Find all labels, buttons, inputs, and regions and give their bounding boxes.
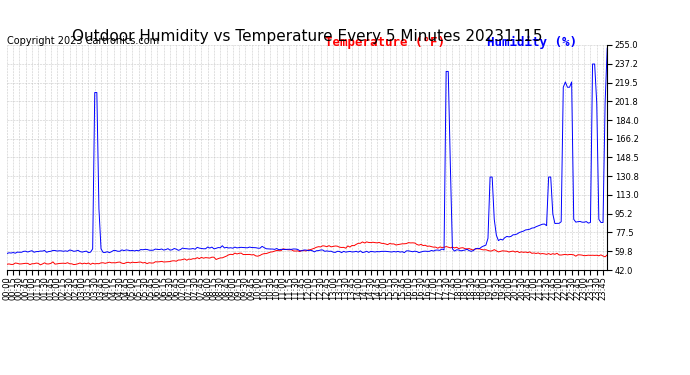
Text: Copyright 2023 Cartronics.com: Copyright 2023 Cartronics.com bbox=[7, 36, 159, 46]
Text: Temperature (°F): Temperature (°F) bbox=[325, 36, 445, 49]
Title: Outdoor Humidity vs Temperature Every 5 Minutes 20231115: Outdoor Humidity vs Temperature Every 5 … bbox=[72, 29, 542, 44]
Text: Humidity (%): Humidity (%) bbox=[487, 36, 577, 49]
